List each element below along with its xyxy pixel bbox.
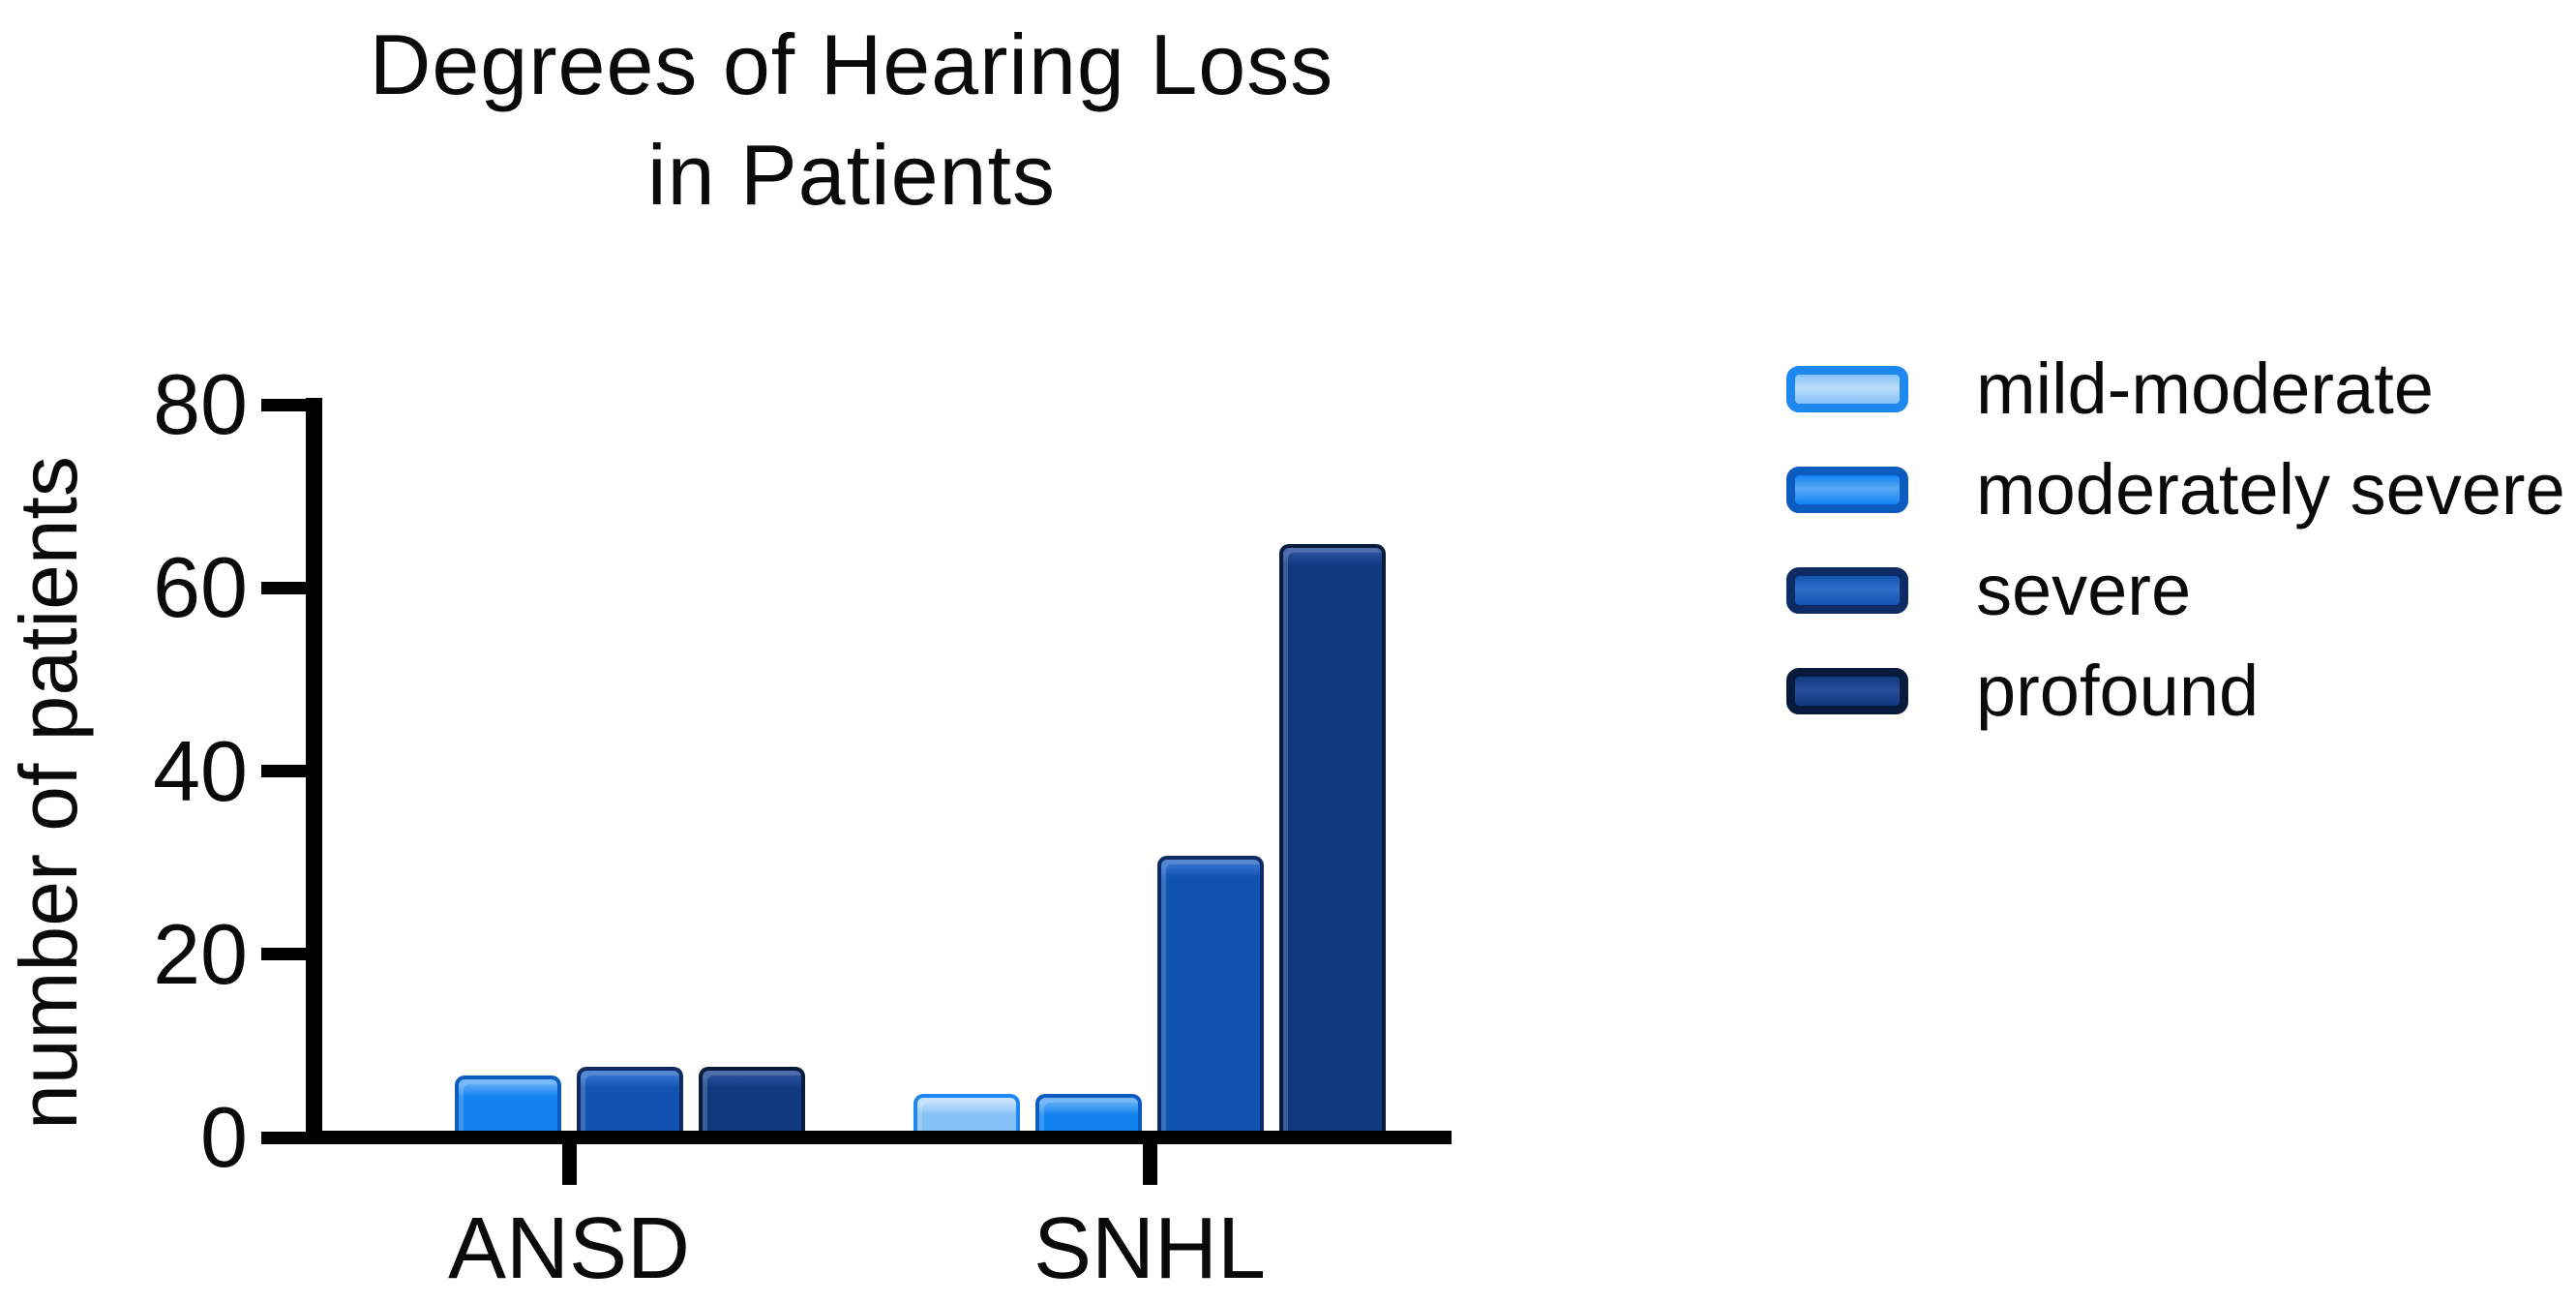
x-tick-SNHL — [1143, 1144, 1157, 1185]
legend-swatch-severe — [1786, 567, 1908, 614]
y-tick-80 — [261, 399, 306, 411]
y-tick-label-80: 80 — [153, 356, 248, 452]
legend-label-moderately-severe: moderately severe — [1976, 449, 2565, 530]
x-tick-ANSD — [562, 1144, 577, 1185]
legend-swatch-moderately-severe — [1786, 467, 1908, 513]
y-tick-0 — [261, 1132, 306, 1144]
x-axis-line — [306, 1131, 1452, 1144]
legend-swatch-mild-moderate — [1786, 366, 1908, 412]
legend-swatch-profound — [1786, 668, 1908, 714]
chart-title-line1: Degrees of Hearing Loss — [369, 16, 1334, 112]
legend-label-severe: severe — [1976, 550, 2192, 630]
bar-SNHL-moderately-severe — [1035, 1094, 1142, 1131]
bar-SNHL-severe — [1157, 856, 1264, 1131]
y-tick-20 — [261, 948, 306, 960]
y-tick-label-20: 20 — [153, 906, 248, 1002]
bar-SNHL-mild-moderate — [914, 1094, 1020, 1131]
y-tick-label-60: 60 — [153, 539, 248, 635]
y-tick-label-0: 0 — [200, 1089, 248, 1185]
chart-title: Degrees of Hearing Loss in Patients — [271, 10, 1432, 230]
y-tick-40 — [261, 765, 306, 777]
legend-label-mild-moderate: mild-moderate — [1976, 348, 2434, 429]
y-axis-line — [306, 398, 322, 1144]
legend-label-profound: profound — [1976, 651, 2260, 731]
bar-SNHL-profound — [1279, 544, 1386, 1131]
category-label-SNHL: SNHL — [1033, 1200, 1267, 1297]
category-label-ANSD: ANSD — [447, 1200, 691, 1297]
bar-ANSD-severe — [577, 1067, 683, 1131]
y-tick-label-40: 40 — [153, 723, 248, 819]
bar-ANSD-profound — [699, 1067, 805, 1131]
y-tick-60 — [261, 582, 306, 594]
bar-ANSD-moderately-severe — [455, 1076, 561, 1131]
chart-title-line2: in Patients — [647, 127, 1056, 223]
